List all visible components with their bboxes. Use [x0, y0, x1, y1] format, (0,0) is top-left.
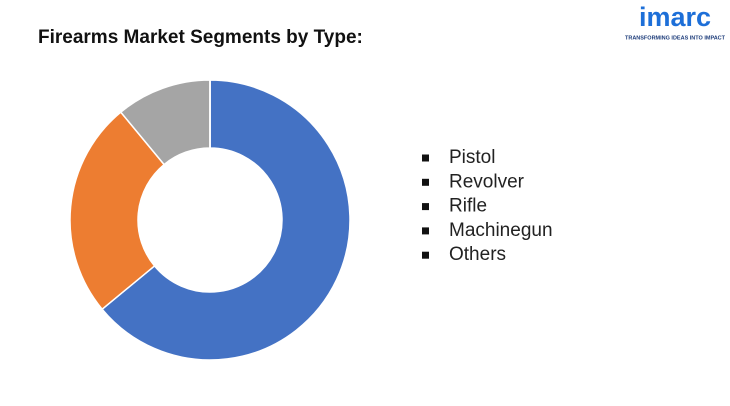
donut-slice — [69, 111, 166, 311]
legend-bullet — [422, 251, 429, 259]
legend-label: Revolver — [449, 171, 525, 192]
logo-tagline: TRANSFORMING IDEAS INTO IMPACT — [625, 35, 726, 41]
legend-label: Pistol — [449, 147, 495, 168]
legend-label: Machinegun — [449, 220, 553, 241]
donut-slice — [101, 79, 351, 361]
legend-bullet — [422, 203, 429, 211]
chart-title: Firearms Market Segments by Type: — [38, 27, 363, 48]
logo-name: imarc — [639, 2, 711, 32]
legend-label: Others — [449, 244, 506, 265]
legend-bullet — [422, 178, 429, 186]
legend-label: Rifle — [449, 196, 487, 217]
legend-bullet — [422, 154, 429, 162]
legend-bullet — [422, 227, 429, 235]
